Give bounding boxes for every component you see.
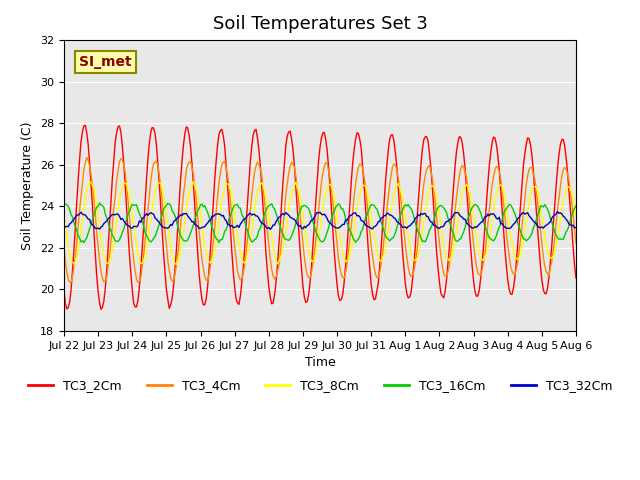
- Title: Soil Temperatures Set 3: Soil Temperatures Set 3: [212, 15, 428, 33]
- TC3_16Cm: [96, 200, 104, 206]
- TC3_4Cm: [60, 244, 68, 250]
- TC3_16Cm: [513, 215, 520, 221]
- TC3_2Cm: [97, 306, 105, 312]
- TC3_16Cm: [572, 203, 580, 208]
- TC3_4Cm: [83, 155, 91, 160]
- TC3_32Cm: [370, 224, 378, 229]
- TC3_2Cm: [74, 176, 82, 182]
- TC3_4Cm: [355, 164, 362, 170]
- TC3_16Cm: [157, 216, 164, 222]
- TC3_8Cm: [60, 213, 68, 218]
- Line: TC3_16Cm: TC3_16Cm: [64, 203, 576, 242]
- TC3_2Cm: [513, 260, 520, 265]
- TC3_8Cm: [513, 255, 520, 261]
- TC3_32Cm: [381, 213, 389, 219]
- TC3_16Cm: [215, 240, 223, 245]
- Line: TC3_32Cm: TC3_32Cm: [64, 212, 576, 229]
- TC3_4Cm: [372, 271, 380, 277]
- TC3_32Cm: [353, 213, 361, 219]
- TC3_4Cm: [158, 199, 166, 204]
- Line: TC3_4Cm: TC3_4Cm: [64, 157, 576, 282]
- TC3_32Cm: [554, 209, 561, 215]
- Line: TC3_2Cm: TC3_2Cm: [64, 125, 576, 309]
- TC3_8Cm: [572, 213, 580, 219]
- TC3_2Cm: [81, 122, 89, 128]
- TC3_32Cm: [156, 219, 163, 225]
- TC3_32Cm: [74, 212, 82, 218]
- TC3_8Cm: [173, 262, 180, 267]
- TC3_4Cm: [513, 266, 520, 272]
- TC3_2Cm: [60, 289, 68, 295]
- X-axis label: Time: Time: [305, 356, 335, 369]
- TC3_8Cm: [86, 179, 93, 184]
- TC3_2Cm: [372, 296, 380, 301]
- TC3_4Cm: [383, 208, 390, 214]
- TC3_16Cm: [383, 235, 390, 241]
- TC3_32Cm: [511, 220, 518, 226]
- TC3_8Cm: [74, 248, 82, 253]
- TC3_2Cm: [158, 228, 166, 234]
- TC3_8Cm: [157, 180, 164, 186]
- TC3_2Cm: [572, 276, 580, 281]
- Y-axis label: Soil Temperature (C): Soil Temperature (C): [22, 121, 35, 250]
- TC3_4Cm: [74, 223, 82, 229]
- TC3_4Cm: [134, 279, 142, 285]
- TC3_32Cm: [60, 225, 68, 230]
- TC3_32Cm: [266, 227, 274, 232]
- Text: SI_met: SI_met: [79, 55, 132, 69]
- TC3_8Cm: [383, 236, 390, 242]
- TC3_16Cm: [74, 232, 82, 238]
- TC3_32Cm: [572, 225, 580, 230]
- TC3_4Cm: [572, 240, 580, 246]
- TC3_2Cm: [383, 163, 390, 168]
- TC3_2Cm: [355, 131, 362, 136]
- Line: TC3_8Cm: TC3_8Cm: [64, 181, 576, 264]
- TC3_16Cm: [355, 236, 362, 242]
- TC3_8Cm: [355, 199, 362, 204]
- TC3_16Cm: [60, 202, 68, 208]
- TC3_8Cm: [372, 241, 380, 247]
- TC3_16Cm: [372, 205, 380, 211]
- Legend: TC3_2Cm, TC3_4Cm, TC3_8Cm, TC3_16Cm, TC3_32Cm: TC3_2Cm, TC3_4Cm, TC3_8Cm, TC3_16Cm, TC3…: [23, 374, 617, 397]
